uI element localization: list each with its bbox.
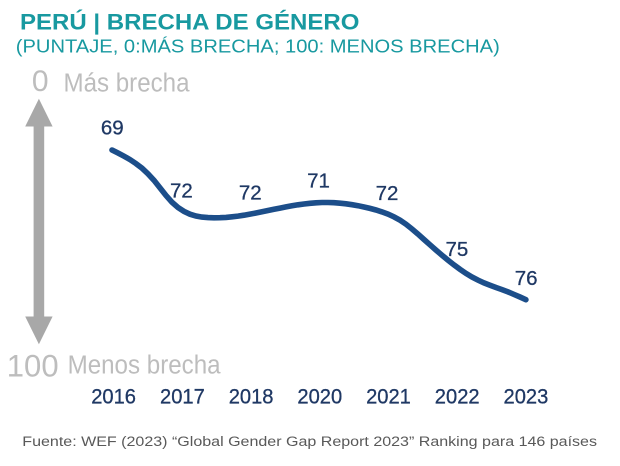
svg-text:Menos brecha: Menos brecha [68, 352, 222, 380]
svg-text:72: 72 [376, 182, 399, 205]
svg-text:2022: 2022 [435, 384, 480, 408]
svg-text:2023: 2023 [504, 384, 549, 408]
svg-text:72: 72 [239, 182, 262, 205]
svg-text:0: 0 [32, 65, 49, 98]
svg-text:Fuente: WEF (2023) “Global Gen: Fuente: WEF (2023) “Global Gender Gap Re… [22, 434, 597, 450]
svg-text:2020: 2020 [297, 384, 342, 408]
svg-text:100: 100 [7, 348, 59, 384]
svg-text:Más brecha: Más brecha [64, 70, 191, 98]
svg-text:75: 75 [445, 238, 468, 261]
svg-text:2021: 2021 [366, 384, 411, 408]
svg-text:72: 72 [170, 180, 193, 203]
svg-text:71: 71 [307, 170, 330, 193]
svg-text:PERÚ | BRECHA DE GÉNERO: PERÚ | BRECHA DE GÉNERO [20, 9, 359, 34]
svg-text:76: 76 [515, 267, 538, 290]
svg-text:(PUNTAJE, 0:MÁS BRECHA; 100: M: (PUNTAJE, 0:MÁS BRECHA; 100: MENOS BRECH… [16, 37, 500, 57]
svg-text:2018: 2018 [229, 384, 274, 408]
svg-text:69: 69 [101, 116, 124, 139]
svg-text:2017: 2017 [160, 384, 205, 408]
svg-text:2016: 2016 [91, 384, 136, 408]
